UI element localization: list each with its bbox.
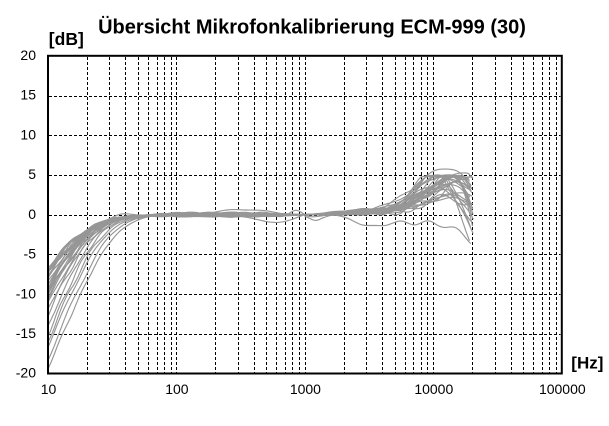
svg-text:10000: 10000 <box>414 381 453 397</box>
svg-text:-10: -10 <box>16 285 36 301</box>
svg-text:20: 20 <box>20 47 36 63</box>
svg-text:-20: -20 <box>16 365 36 381</box>
svg-text:100: 100 <box>165 381 189 397</box>
svg-text:[dB]: [dB] <box>49 29 84 49</box>
svg-text:-5: -5 <box>24 246 37 262</box>
svg-text:10: 10 <box>41 381 57 397</box>
svg-text:100000: 100000 <box>539 381 586 397</box>
svg-text:15: 15 <box>20 87 36 103</box>
svg-text:Übersicht Mikrofonkalibrierung: Übersicht Mikrofonkalibrierung ECM-999 (… <box>98 16 526 39</box>
svg-text:[Hz]: [Hz] <box>571 353 603 372</box>
svg-text:10: 10 <box>20 126 36 142</box>
svg-text:1000: 1000 <box>290 381 321 397</box>
svg-text:5: 5 <box>28 166 36 182</box>
svg-text:-15: -15 <box>16 325 36 341</box>
svg-text:0: 0 <box>28 206 36 222</box>
